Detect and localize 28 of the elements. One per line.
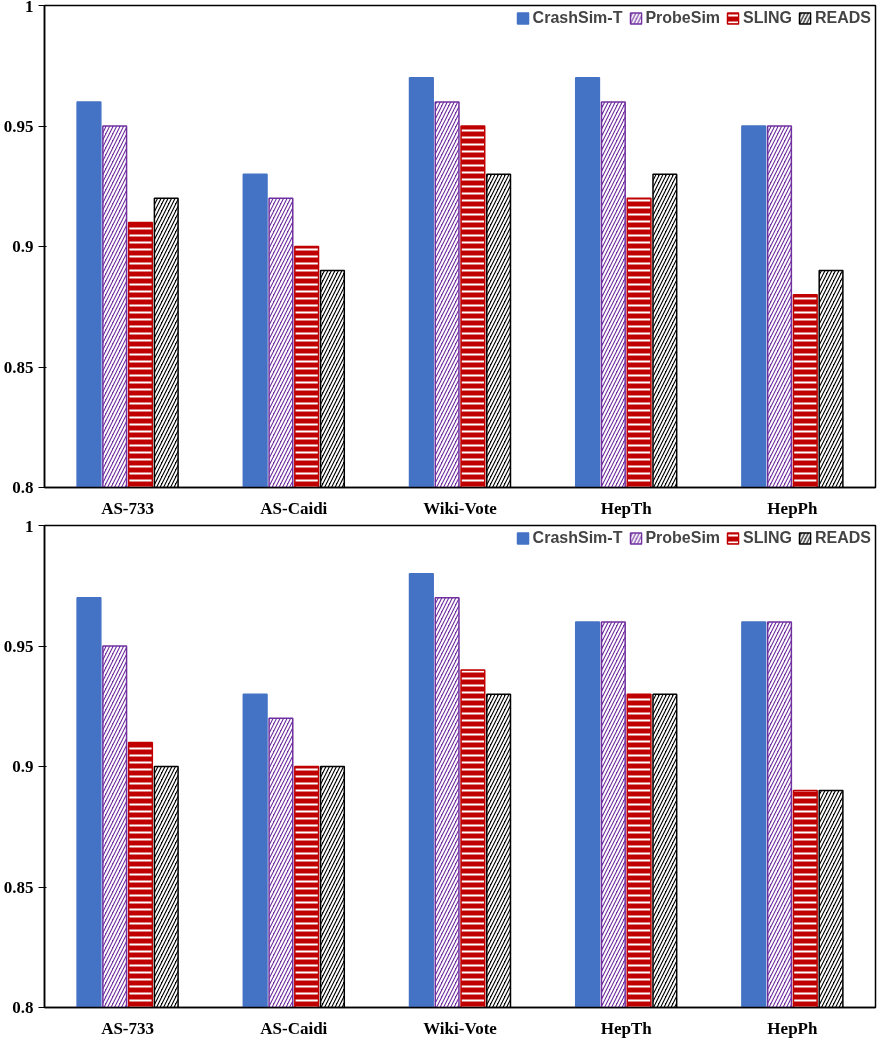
y-tick-label: 1	[25, 0, 34, 16]
x-tick-label: AS-Caidi	[260, 498, 328, 518]
legend-label: CrashSim-T	[532, 9, 623, 27]
legend-label: READS	[814, 9, 871, 27]
x-tick-label: Wiki-Vote	[423, 498, 498, 518]
legend-label: ProbeSim	[645, 9, 721, 27]
x-tick-label: AS-733	[101, 498, 155, 518]
legend-label: SLING	[743, 529, 792, 547]
y-tick-label: 0.8	[12, 478, 34, 497]
x-tick-label: AS-Caidi	[260, 1018, 328, 1038]
x-tick-label: AS-733	[101, 1018, 155, 1038]
y-tick-label: 0.85	[3, 877, 34, 897]
legend-label: READS	[814, 529, 871, 547]
y-tick-label: 0.9	[12, 757, 34, 776]
y-tick-label: 1	[25, 516, 34, 536]
x-tick-label: HepPh	[767, 498, 818, 518]
y-tick-label: 0.95	[3, 116, 34, 136]
legend-label: CrashSim-T	[532, 529, 623, 547]
y-tick-label: 0.8	[12, 998, 34, 1017]
legend-label: ProbeSim	[645, 529, 721, 547]
x-tick-label: Wiki-Vote	[423, 1018, 498, 1038]
legend-label: SLING	[743, 9, 792, 27]
y-tick-label: 0.85	[3, 357, 34, 377]
x-tick-label: HepTh	[600, 1018, 653, 1038]
y-tick-label: 0.9	[12, 237, 34, 256]
x-tick-label: HepTh	[600, 498, 653, 518]
y-tick-label: 0.95	[3, 636, 34, 656]
x-tick-label: HepPh	[767, 1018, 818, 1038]
